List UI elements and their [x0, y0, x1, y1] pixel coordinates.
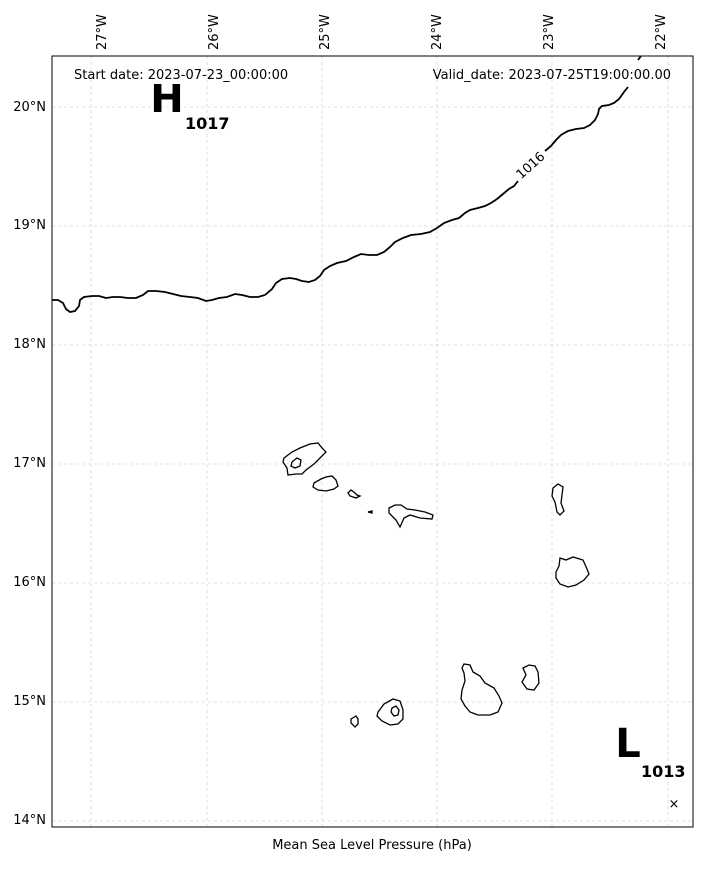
island-fogo-peak	[390, 705, 400, 717]
low-value: 1013	[641, 762, 686, 781]
island-razo	[367, 510, 373, 514]
lon-tick-label: 23°W	[542, 14, 557, 50]
lat-tick-label: 17°N	[13, 456, 46, 471]
lon-tick-label: 26°W	[207, 14, 222, 50]
lon-tick-label: 24°W	[430, 14, 445, 50]
longitude-labels: 27°W 26°W 25°W 24°W 23°W 22°W	[95, 14, 669, 50]
high-pressure-center: H 1017	[150, 76, 230, 133]
lat-tick-label: 19°N	[13, 218, 46, 233]
map-frame	[51, 55, 694, 828]
island-brava	[350, 715, 359, 728]
isobar-1016: 1016	[52, 55, 642, 313]
low-pressure-center: L 1013 ×	[615, 721, 685, 812]
coastlines	[282, 442, 590, 728]
lon-tick-label: 27°W	[95, 14, 110, 50]
lat-tick-label: 15°N	[13, 694, 46, 709]
island-santiago	[460, 663, 503, 716]
low-center-marker: ×	[669, 797, 680, 812]
lon-tick-label: 22°W	[654, 14, 669, 50]
gridlines	[52, 56, 693, 827]
island-santo-antao	[282, 442, 327, 476]
island-santo-antao-peak	[290, 457, 302, 469]
island-sal	[551, 483, 565, 516]
lat-tick-label: 16°N	[13, 575, 46, 590]
high-letter: H	[150, 76, 183, 122]
isobar-label: 1016	[514, 149, 549, 182]
latitude-labels: 20°N 19°N 18°N 17°N 16°N 15°N 14°N	[13, 100, 46, 828]
start-date: Start date: 2023-07-23_00:00:00	[74, 68, 288, 83]
valid-date: Valid_date: 2023-07-25T19:00:00.00	[433, 68, 671, 83]
lat-tick-label: 14°N	[13, 813, 46, 828]
x-axis-label: Mean Sea Level Pressure (hPa)	[272, 838, 472, 853]
lat-tick-label: 18°N	[13, 337, 46, 352]
island-boa-vista	[555, 556, 590, 588]
island-sao-vicente	[312, 475, 339, 492]
lat-tick-label: 20°N	[13, 100, 46, 115]
island-maio	[521, 664, 540, 691]
low-letter: L	[615, 721, 641, 767]
island-sao-nicolau	[388, 504, 434, 529]
island-santa-luzia	[347, 489, 362, 499]
lon-tick-label: 25°W	[318, 14, 333, 50]
island-fogo	[376, 698, 404, 726]
high-value: 1017	[185, 114, 230, 133]
